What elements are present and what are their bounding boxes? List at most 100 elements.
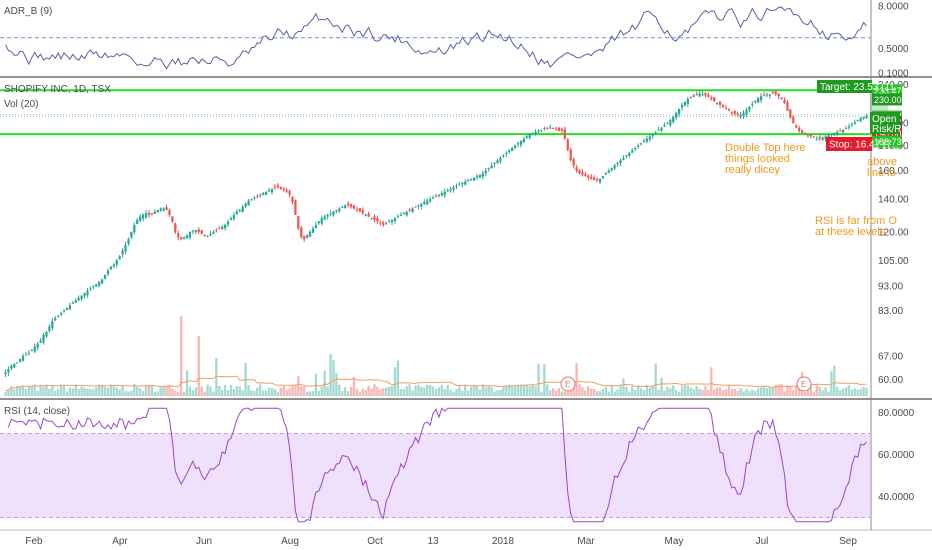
- volume-bar: [546, 384, 549, 396]
- price-tag-label: 233.47: [874, 86, 902, 96]
- volume-bar: [30, 386, 33, 396]
- candle-body: [701, 94, 704, 96]
- volume-bar: [554, 390, 558, 396]
- volume-bar: [478, 389, 482, 396]
- volume-bar: [502, 387, 505, 396]
- volume-bar: [428, 385, 432, 396]
- annotations-layer: Target: 23.53 (11 Stop: 16.47 (7. OpenRisk…: [4, 6, 901, 417]
- candle-body: [800, 130, 804, 133]
- candle-body: [133, 224, 136, 233]
- price-tag-label: 230.00: [874, 95, 902, 105]
- candle-body: [139, 216, 142, 221]
- candle-body: [718, 101, 722, 105]
- price-tick-label: 93.00: [878, 282, 903, 293]
- volume-bar: [795, 385, 798, 396]
- volume-bar: [71, 388, 74, 396]
- candle-body: [282, 188, 285, 191]
- volume-bar: [238, 386, 241, 396]
- candle-body: [522, 138, 525, 142]
- volume-bar: [194, 387, 198, 396]
- volume-bar: [106, 387, 110, 396]
- volume-bar: [16, 385, 19, 396]
- candle-body: [297, 216, 300, 229]
- candle-body: [487, 168, 490, 170]
- candle-body: [144, 213, 148, 217]
- candle-body: [771, 92, 774, 94]
- volume-bar: [592, 388, 596, 396]
- volume-series: [4, 316, 868, 396]
- volume-bar: [168, 384, 171, 396]
- candle-body: [127, 239, 130, 244]
- volume-bar: [191, 390, 195, 396]
- candle-body: [505, 152, 508, 155]
- candle-body: [634, 148, 637, 150]
- candle-body: [57, 315, 60, 317]
- volume-bar: [276, 391, 280, 396]
- candle-body: [59, 312, 63, 315]
- candle-body: [695, 94, 698, 96]
- candle-body: [557, 127, 561, 131]
- candle-body: [27, 352, 31, 354]
- candle-body: [267, 190, 271, 192]
- volume-bar: [827, 391, 830, 396]
- volume-bar: [508, 384, 511, 396]
- candle-body: [677, 108, 681, 114]
- candle-body: [812, 136, 815, 138]
- volume-bar: [721, 390, 725, 396]
- volume-bar: [118, 389, 121, 396]
- volume-bar: [180, 316, 183, 396]
- price-tag: [872, 135, 902, 148]
- volume-bar: [484, 387, 487, 396]
- rsi-panel[interactable]: [0, 407, 870, 523]
- candle-body: [39, 340, 42, 343]
- candle-body: [224, 224, 227, 229]
- volume-bar: [786, 385, 789, 396]
- candle-body: [540, 129, 543, 131]
- volume-bar: [24, 389, 28, 396]
- volume-bar: [376, 386, 379, 396]
- candle-body: [815, 138, 818, 140]
- candle-body: [431, 197, 435, 199]
- volume-bar: [651, 385, 654, 396]
- price-panel[interactable]: [0, 89, 888, 396]
- volume-bar: [385, 387, 388, 396]
- volume-bar: [713, 389, 716, 396]
- candle-body: [727, 109, 730, 111]
- candle-body: [516, 143, 520, 145]
- candle-body: [654, 131, 657, 133]
- candle-body: [446, 190, 449, 192]
- volume-bar: [223, 384, 227, 396]
- volume-bar: [256, 387, 259, 396]
- volume-bar: [704, 385, 707, 396]
- candle-body: [645, 138, 648, 142]
- volume-bar: [171, 389, 174, 396]
- volume-bar: [812, 391, 815, 396]
- candle-body: [317, 221, 320, 224]
- volume-bar: [692, 388, 695, 396]
- position-open-label: Open: [872, 114, 896, 125]
- volume-bar: [531, 385, 534, 396]
- volume-bar: [780, 384, 783, 396]
- position-label-box: [870, 112, 900, 134]
- candle-body: [789, 109, 792, 118]
- volume-bar: [264, 390, 268, 396]
- adr-panel[interactable]: [0, 6, 870, 70]
- volume-bar: [150, 385, 154, 396]
- candle-body: [180, 237, 183, 240]
- candle-body: [68, 305, 72, 310]
- volume-bar: [156, 391, 159, 396]
- volume-bar: [792, 390, 795, 396]
- volume-bar: [311, 391, 315, 396]
- volume-bar: [701, 390, 704, 396]
- price-tick-label: 83.00: [878, 306, 903, 317]
- annotation-line: Double Top here: [725, 142, 806, 154]
- volume-bar: [756, 388, 760, 396]
- price-title: SHOPIFY INC, 1D, TSX: [4, 84, 111, 95]
- candle-body: [335, 210, 338, 212]
- candle-body: [613, 165, 616, 169]
- candle-body: [388, 221, 391, 223]
- annotation-note: Double Top here things looked really dicey: [725, 142, 806, 176]
- candle-body: [689, 96, 692, 98]
- volume-bar: [153, 391, 157, 396]
